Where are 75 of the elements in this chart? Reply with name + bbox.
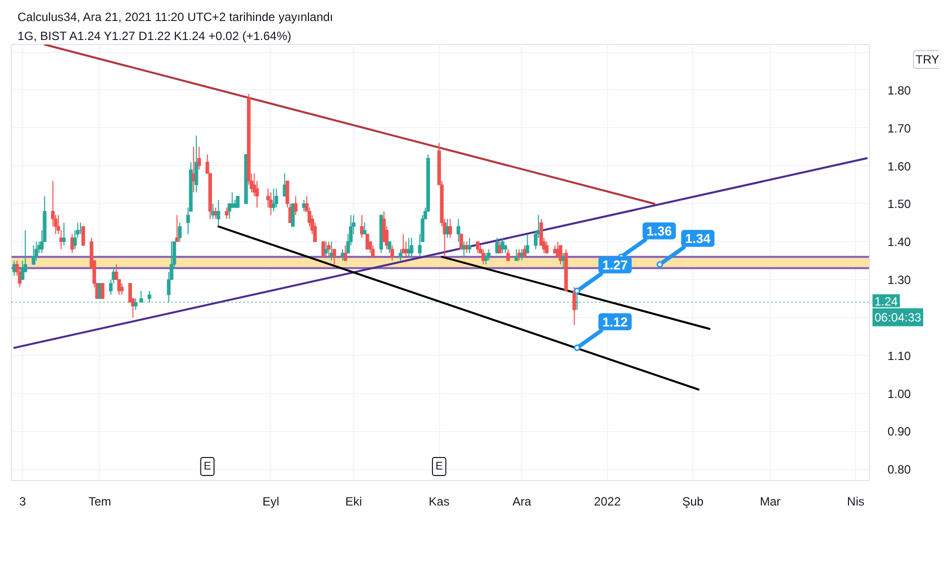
- candlestick: [388, 241, 392, 254]
- candlestick: [468, 237, 472, 254]
- x-tick-label: Tem: [88, 494, 112, 508]
- candlestick: [362, 222, 366, 235]
- candlestick: [326, 241, 331, 258]
- annotation: E: [435, 460, 443, 472]
- candlestick: [294, 196, 298, 216]
- candlestick: [344, 244, 348, 262]
- candlestick: [484, 252, 488, 265]
- x-tick-label: Mar: [760, 494, 781, 508]
- candlestick: [236, 196, 240, 208]
- annotation: 1.34: [685, 230, 712, 246]
- x-tick-label: 2022: [594, 494, 622, 508]
- x-tick-label: Kas: [428, 494, 450, 508]
- candlestick: [366, 234, 370, 250]
- candlestick: [224, 207, 229, 220]
- candlestick: [456, 218, 460, 242]
- candlestick: [197, 146, 201, 170]
- y-tick-label: 1.30: [888, 273, 912, 288]
- text: TRY: [916, 52, 940, 66]
- candlestick: [514, 248, 518, 262]
- candlestick: [321, 241, 326, 258]
- text: 06:04:33: [874, 310, 922, 324]
- candlestick: [20, 260, 24, 280]
- candlestick: [324, 241, 328, 258]
- candlestick: [62, 222, 66, 246]
- y-tick-label: 1.10: [888, 348, 912, 363]
- candlestick: [34, 241, 38, 262]
- candlestick: [81, 226, 86, 246]
- candlestick: [175, 214, 179, 242]
- annotation: 1.12: [602, 314, 628, 330]
- y-tick-label: 0.80: [888, 462, 912, 477]
- candlestick: [274, 188, 278, 208]
- candlestick: [216, 199, 220, 227]
- candlestick: [134, 298, 138, 310]
- x-tick-label: Nis: [847, 494, 864, 508]
- candlestick: [128, 283, 132, 303]
- candlestick: [506, 248, 510, 262]
- annotation: E: [204, 460, 212, 472]
- ref-line-label: 1.24: [874, 294, 898, 308]
- x-tick-label: Eki: [345, 494, 362, 508]
- candlestick: [410, 237, 414, 258]
- y-tick-label: 1.80: [888, 83, 912, 98]
- x-tick-label: 3: [19, 494, 26, 508]
- candlestick: [332, 248, 336, 265]
- candlestick: [448, 218, 452, 238]
- candlestick: [272, 188, 276, 212]
- y-tick-label: 1.00: [888, 386, 912, 401]
- x-tick-label: Eyl: [262, 494, 280, 508]
- candlestick: [459, 234, 464, 250]
- candlestick: [526, 234, 530, 254]
- annotation: 1.36: [646, 223, 672, 238]
- y-tick-label: 1.40: [888, 235, 912, 250]
- candlestick: [32, 244, 36, 265]
- candlestick: [291, 203, 295, 227]
- candlestick: [194, 134, 198, 193]
- y-tick-label: 1.70: [888, 121, 912, 136]
- candlestick: [371, 244, 375, 258]
- candlestick: [100, 283, 104, 299]
- candlestick: [228, 203, 232, 220]
- x-tick-label: Ara: [512, 494, 532, 508]
- y-tick-label: 1.60: [888, 159, 912, 174]
- candlestick: [178, 222, 182, 242]
- chart-subtitle: 1G, BIST A1.24 Y1.27 D1.22 K1.24 +0.02 (+1.64%): [18, 29, 292, 43]
- candlestick: [120, 282, 124, 296]
- x-tick-label: Şub: [682, 494, 704, 508]
- candlestick: [544, 241, 549, 254]
- candlestick: [360, 214, 364, 238]
- y-tick-label: 0.90: [888, 424, 912, 439]
- candlestick: [398, 248, 402, 262]
- candlestick: [390, 244, 394, 262]
- annotation: 1.27: [602, 257, 628, 272]
- chart-title: Calculus34, Ara 21, 2021 11:20 UTC+2 tarihinde yayınlandı: [18, 10, 334, 24]
- candlestick: [486, 248, 491, 262]
- y-tick-label: 1.50: [888, 197, 912, 212]
